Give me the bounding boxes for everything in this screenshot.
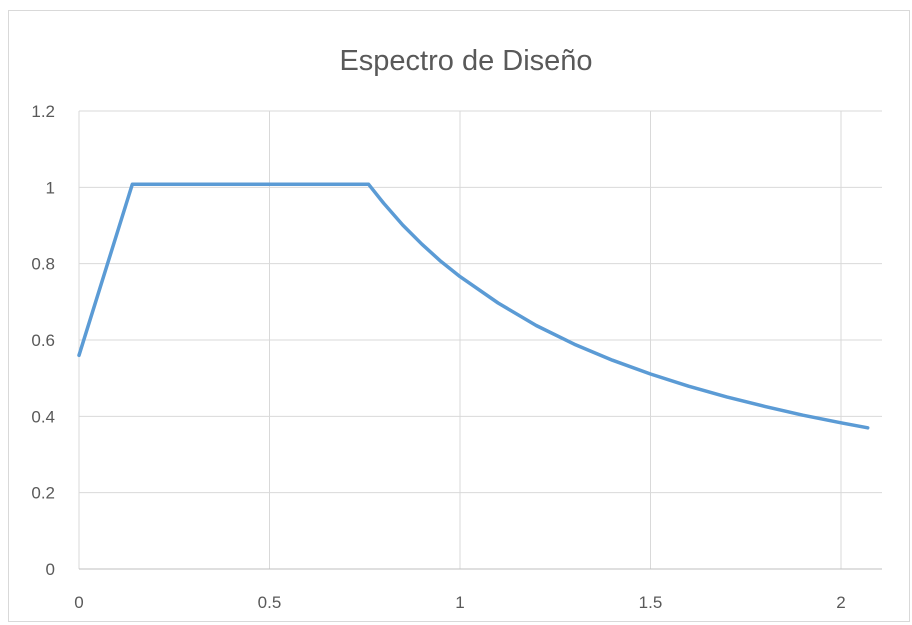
x-tick-label: 1 (455, 593, 464, 612)
x-tick-label: 0.5 (258, 593, 282, 612)
chart-title: Espectro de Diseño (339, 45, 592, 77)
gridlines (78, 110, 882, 570)
y-tick-label: 0.8 (31, 255, 55, 274)
x-tick-label: 2 (836, 593, 845, 612)
tick-labels: 0 0.2 0.4 0.6 0.8 1 1.2 0 0.5 1 1.5 2 (31, 102, 845, 612)
x-tick-label: 1.5 (639, 593, 663, 612)
x-tick-label: 0 (74, 593, 83, 612)
y-tick-label: 1.2 (31, 102, 55, 121)
y-tick-label: 0.2 (31, 484, 55, 503)
y-tick-label: 0 (46, 560, 55, 579)
chart-area (8, 10, 910, 622)
series-layer (77, 182, 870, 430)
series-line (77, 182, 870, 430)
y-tick-label: 0.4 (31, 407, 55, 426)
y-tick-label: 0.6 (31, 331, 55, 350)
y-tick-label: 1 (46, 178, 55, 197)
